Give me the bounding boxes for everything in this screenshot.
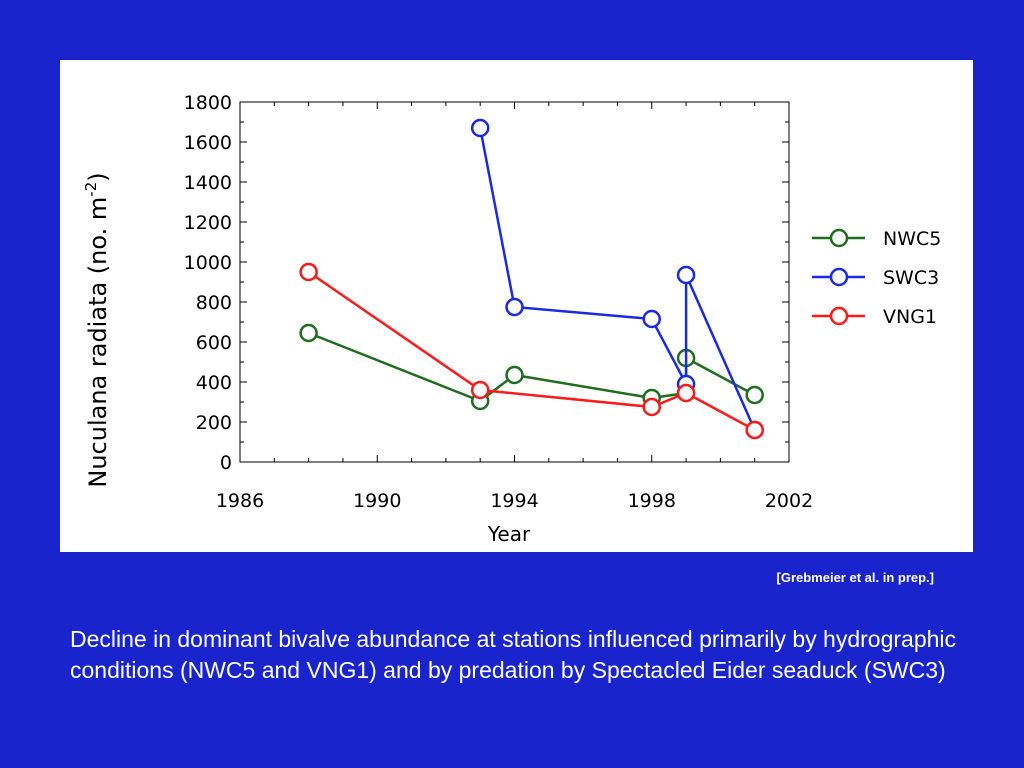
x-tick-label: 2002 (765, 490, 813, 512)
x-tick-label: 1990 (353, 490, 401, 512)
data-point-nwc5 (505, 365, 524, 385)
y-tick-label: 0 (220, 452, 232, 474)
data-point-swc3 (642, 309, 661, 329)
y-tick-label: 1600 (184, 132, 232, 154)
chart-panel: 0 200 400 600 800 1000 1200 1400 1600 1800 1986 199… (60, 60, 973, 552)
legend-label-vng1: VNG1 (883, 306, 937, 328)
y-tick-label: 600 (196, 332, 232, 354)
x-tick-label: 1994 (490, 490, 538, 512)
data-point-nwc5 (745, 385, 764, 405)
data-point-vng1 (470, 380, 490, 400)
x-axis-label: Year (487, 522, 531, 546)
citation: [Grebmeier et al. in prep.] (776, 570, 935, 585)
data-point-vng1 (676, 383, 696, 403)
y-tick-label: 400 (196, 372, 232, 394)
y-axis-label-close: ) (84, 172, 112, 181)
data-point-swc3 (470, 118, 490, 138)
data-point-swc3 (676, 265, 696, 285)
legend-label-nwc5: NWC5 (883, 228, 941, 250)
legend-label-swc3: SWC3 (883, 267, 939, 289)
y-tick-label: 1000 (184, 252, 232, 274)
series-line-swc3 (478, 127, 756, 431)
x-tick-label: 1998 (628, 490, 676, 512)
data-point-vng1 (745, 420, 764, 440)
legend-marker-vng1 (829, 306, 849, 326)
x-tick-label: 1986 (216, 490, 264, 512)
legend-marker-nwc5 (829, 228, 849, 248)
y-axis-label-superscript: -2 (82, 182, 100, 197)
legend-marker-swc3 (829, 267, 849, 287)
data-point-vng1 (299, 262, 318, 282)
y-tick-label: 800 (196, 292, 232, 314)
y-tick-label: 1800 (184, 92, 232, 114)
line-chart: 0 200 400 600 800 1000 1200 1400 1600 1800 1986 199… (82, 92, 941, 546)
data-point-swc3 (505, 297, 524, 317)
data-point-nwc5 (299, 323, 318, 343)
y-tick-label: 1200 (184, 212, 232, 234)
y-tick-label: 200 (196, 412, 232, 434)
data-point-vng1 (642, 397, 661, 417)
y-tick-label: 1400 (184, 172, 232, 194)
caption: Decline in dominant bivalve abundance at… (70, 626, 957, 683)
y-axis-label: Nuculana radiata (no. m-2) (82, 172, 112, 487)
